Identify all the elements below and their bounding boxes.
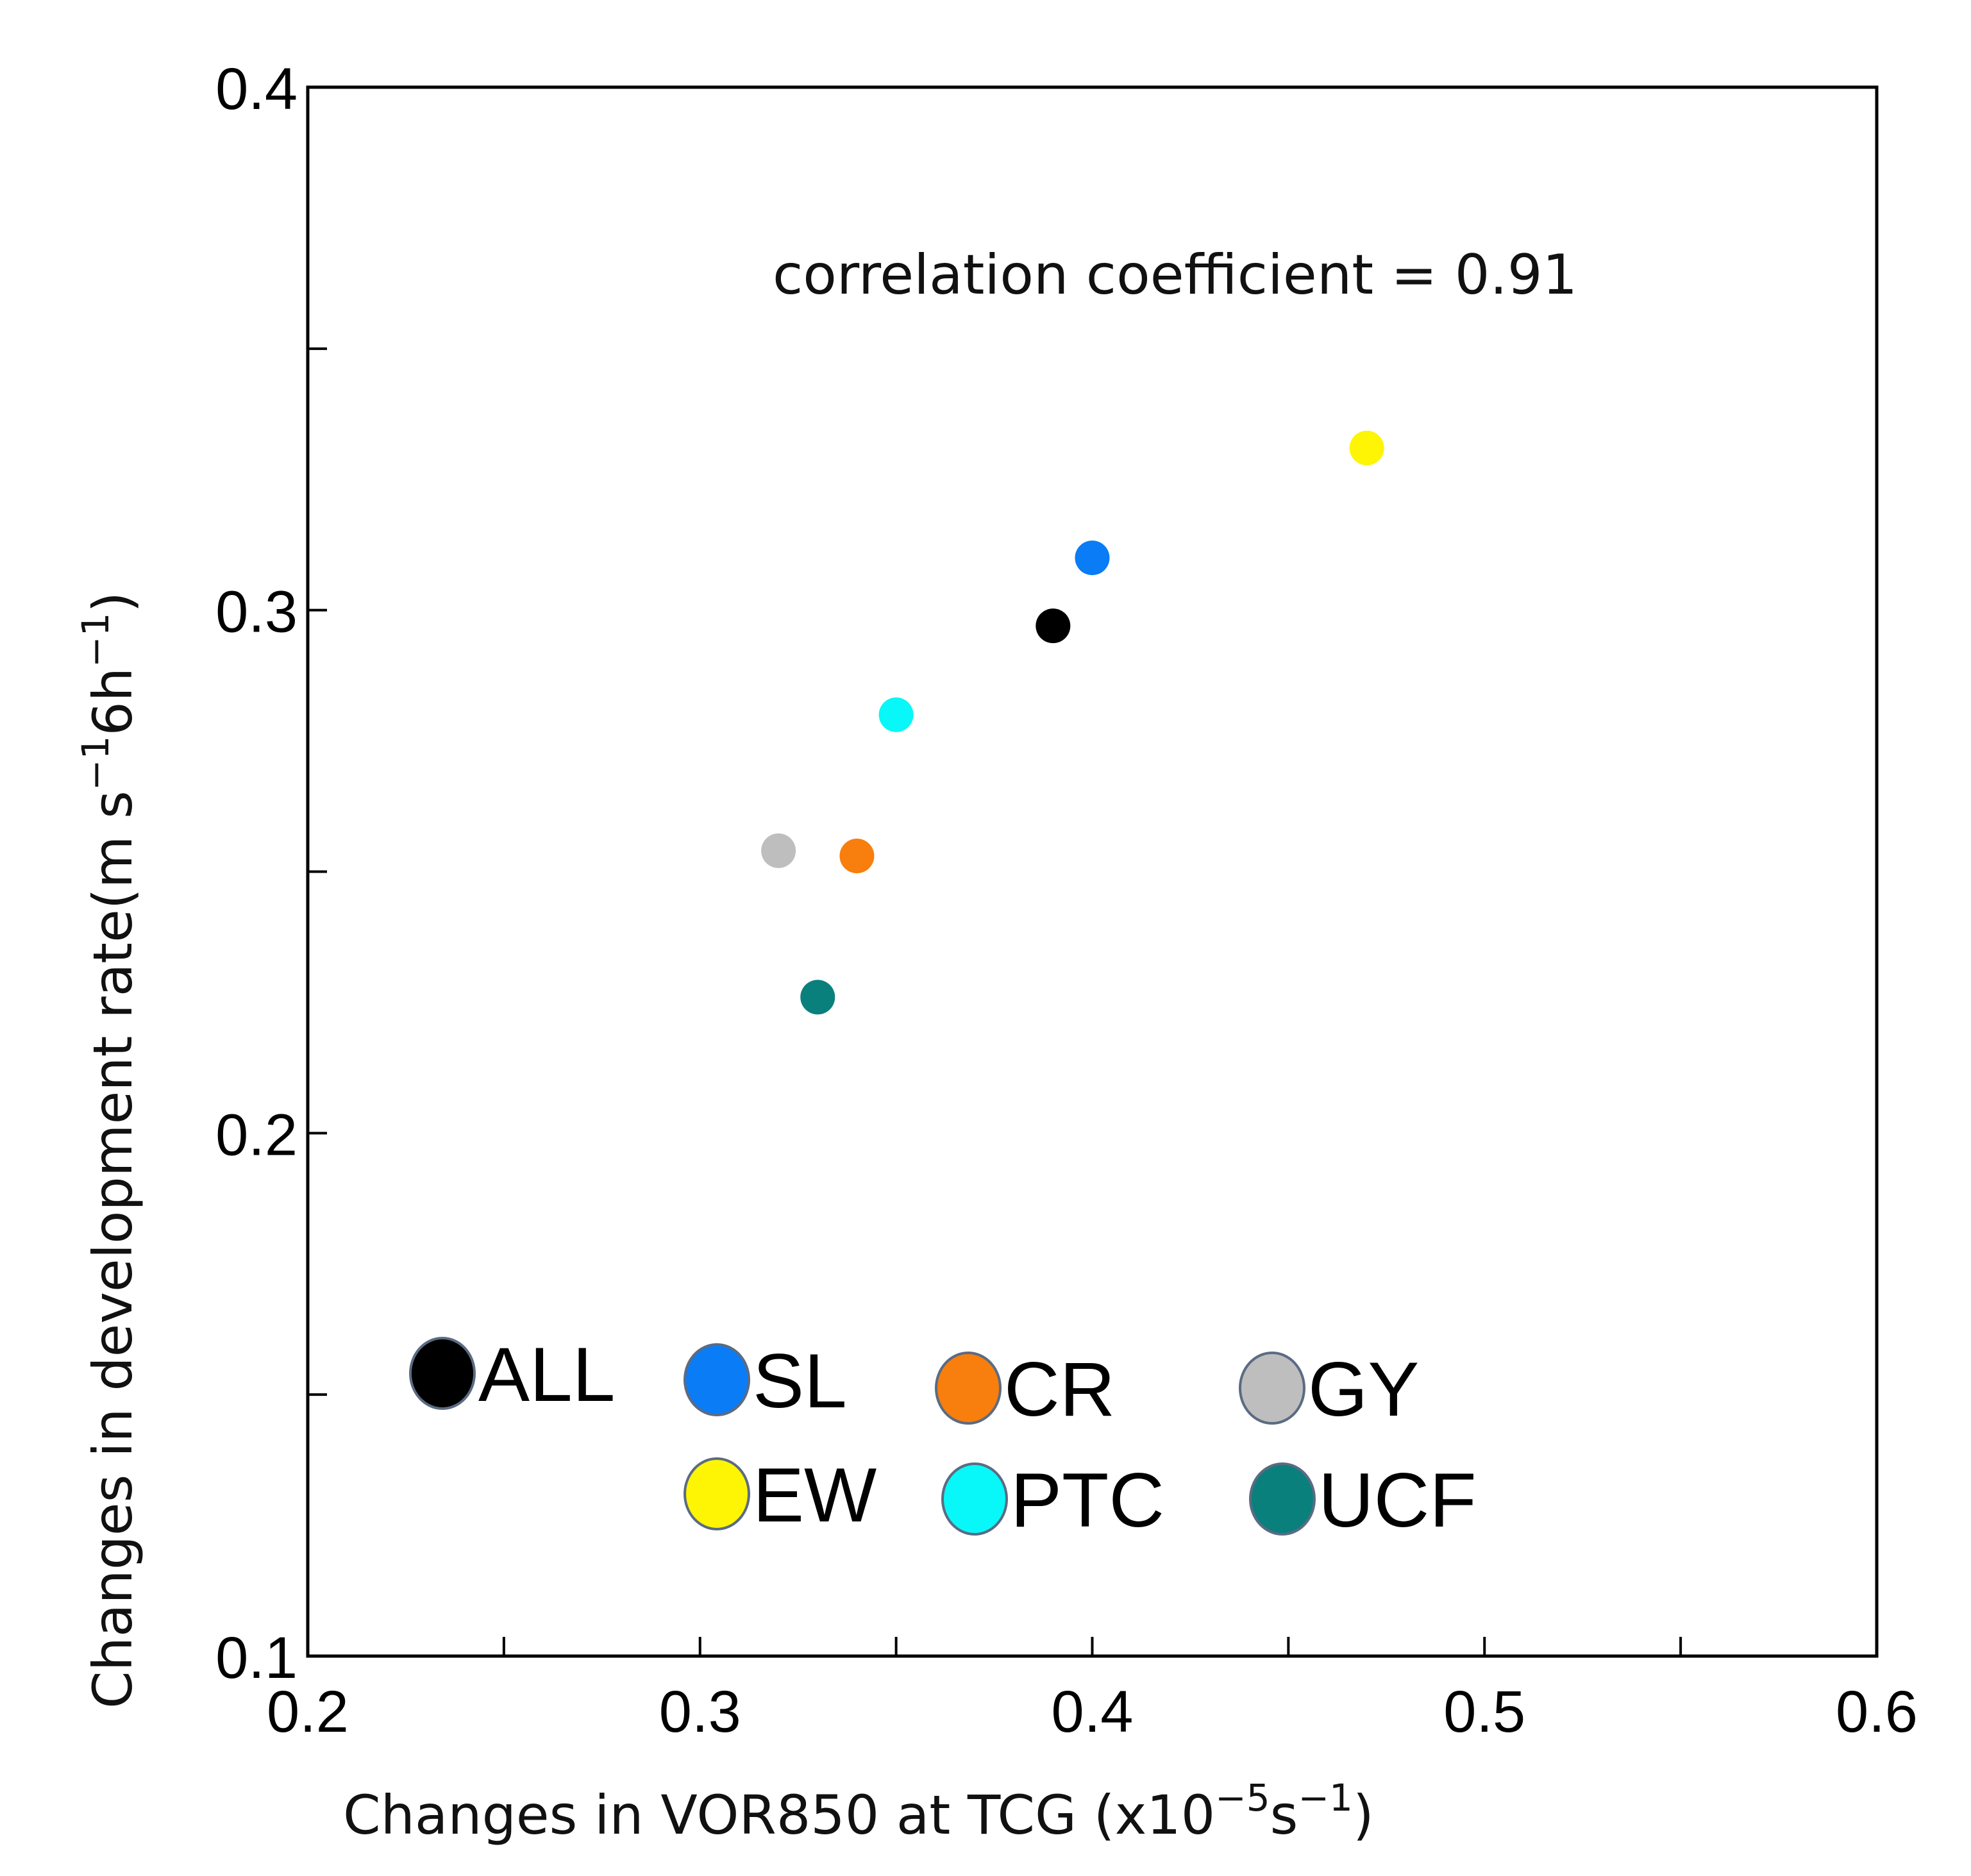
x-axis-title-sup1: −5 [1215,1776,1270,1820]
x-tick-label: 0.4 [1052,1679,1134,1745]
point-gy [761,833,796,868]
x-axis-title-sup2: −1 [1298,1776,1353,1820]
axis-tick-labels: 0.2 0.3 0.4 0.5 0.60.10.20.30.4 [215,56,1918,1745]
legend-marker-all [409,1337,476,1410]
legend-marker-ptc [941,1462,1008,1536]
legend-label-ptc: PTC [1011,1457,1164,1543]
x-tick-label: 0.5 [1443,1679,1525,1745]
x-axis-title-mid: s [1270,1784,1298,1847]
x-tick-label: 0.2 [267,1679,349,1745]
y-axis-title-sup2: −1 [74,612,117,667]
point-ptc [878,697,914,732]
legend-label-gy: GY [1308,1346,1419,1432]
y-tick-label: 0.4 [215,56,298,122]
legend-label-ew: EW [753,1452,876,1538]
x-axis-title: Changes in VOR850 at TCG (x10−5s−1) [343,1776,1374,1847]
legend-label-ucf: UCF [1318,1457,1477,1543]
point-sl [1075,540,1110,576]
legend-label-cr: CR [1004,1346,1115,1432]
y-axis-title-mid: 6h [81,667,144,736]
y-axis-title-main: Changes in development rate(m s [81,791,144,1709]
y-tick-label: 0.2 [215,1102,298,1168]
data-points [761,430,1384,1015]
point-cr [839,839,875,874]
correlation-annotation: correlation coefficient = 0.91 [773,243,1577,307]
y-axis-title: Changes in development rate(m s−16h−1) [74,592,144,1709]
legend: ALL SL CR GY EW PTC UCF [409,1332,1477,1543]
legend-marker-ew [684,1457,750,1530]
point-ucf [800,980,835,1015]
y-tick-label: 0.1 [215,1625,298,1691]
x-tick-label: 0.6 [1836,1679,1918,1745]
y-axis-title-end: ) [81,592,144,613]
point-ew [1349,430,1384,465]
legend-label-all: ALL [478,1332,616,1418]
legend-marker-cr [935,1352,1002,1425]
legend-marker-gy [1239,1352,1305,1425]
y-axis-title-sup1: −1 [74,736,117,791]
legend-label-sl: SL [753,1338,847,1424]
x-tick-label: 0.3 [659,1679,741,1745]
axis-ticks [306,86,1878,1657]
point-all [1036,608,1071,644]
legend-marker-ucf [1249,1462,1316,1536]
y-tick-label: 0.3 [215,580,298,645]
x-axis-title-main: Changes in VOR850 at TCG (x10 [343,1784,1215,1847]
x-axis-title-end: ) [1353,1784,1374,1847]
legend-marker-sl [684,1343,750,1416]
